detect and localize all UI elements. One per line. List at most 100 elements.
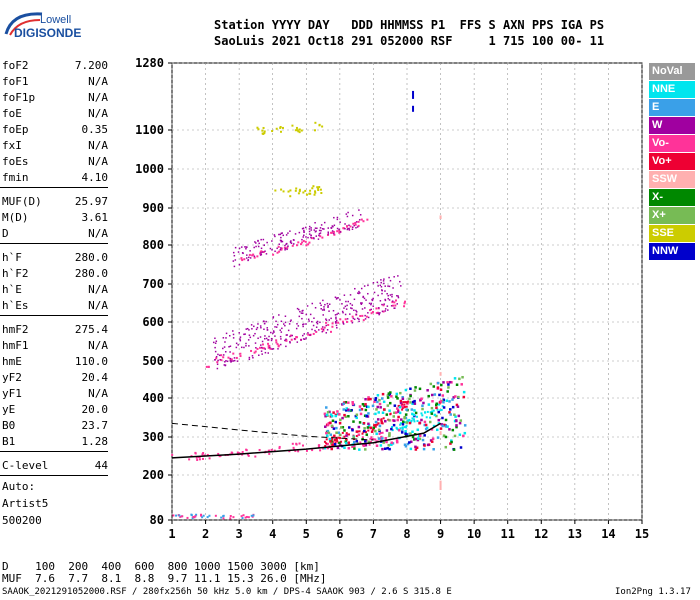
echo-point	[304, 189, 307, 192]
echo-point	[216, 367, 219, 370]
y-tick-label: 300	[142, 430, 164, 444]
echo-point	[361, 402, 365, 406]
echo-point	[341, 303, 343, 305]
echo-point	[299, 243, 302, 246]
echo-point	[297, 192, 300, 195]
echo-point	[444, 445, 448, 449]
echo-point	[298, 131, 301, 134]
echo-point	[265, 320, 267, 323]
y-tick-label: 80	[150, 513, 164, 527]
param-value: 3.61	[81, 211, 109, 224]
legend-item-w: W	[649, 117, 695, 134]
echo-point	[428, 420, 432, 424]
echo-point	[194, 515, 197, 518]
echo-point	[458, 433, 462, 436]
echo-point	[393, 276, 395, 278]
param-value: N/A	[88, 387, 108, 400]
x-tick-label: 10	[467, 527, 481, 541]
param-value: 1.28	[81, 435, 109, 448]
echo-point	[397, 295, 399, 297]
param-value: N/A	[88, 155, 108, 168]
echo-point	[412, 90, 415, 99]
echo-point	[308, 320, 310, 322]
echo-point	[439, 400, 443, 403]
echo-point	[313, 193, 316, 196]
echo-point	[237, 452, 240, 455]
echo-point	[391, 429, 394, 432]
param-name: foF1	[2, 75, 29, 88]
echo-point	[338, 231, 341, 234]
echo-point	[339, 418, 342, 422]
echo-point	[414, 448, 418, 451]
param-value: 23.7	[81, 419, 109, 432]
echo-point	[241, 246, 243, 248]
echo-point	[322, 299, 324, 302]
echo-point	[440, 408, 443, 411]
echo-point	[394, 411, 398, 414]
echo-point	[435, 406, 438, 410]
echo-point	[302, 227, 305, 229]
echo-point	[344, 441, 348, 445]
echo-point	[397, 404, 400, 407]
echo-point	[294, 189, 297, 192]
echo-point	[298, 190, 301, 193]
echo-point	[448, 408, 452, 411]
echo-point	[241, 252, 244, 254]
echo-point	[244, 516, 247, 519]
echo-point	[444, 418, 448, 422]
echo-point	[381, 411, 385, 414]
echo-point	[347, 447, 351, 450]
echo-point	[232, 330, 234, 332]
echo-point	[387, 309, 389, 311]
echo-point	[341, 416, 344, 420]
echo-point	[403, 443, 407, 447]
echo-point	[376, 418, 380, 421]
echo-point	[451, 405, 455, 409]
echo-point	[388, 276, 390, 279]
echo-point	[380, 281, 382, 284]
echo-point	[222, 354, 225, 356]
legend-item-nnw: NNW	[649, 243, 695, 260]
echo-point	[329, 433, 333, 436]
echo-point	[459, 446, 463, 449]
echo-point	[335, 318, 337, 320]
echo-point	[264, 250, 266, 252]
y-tick-label: 900	[142, 201, 164, 215]
echo-point	[262, 320, 265, 322]
echo-point	[364, 314, 366, 317]
echo-point	[365, 405, 369, 408]
echo-point	[381, 437, 384, 440]
param-value: N/A	[88, 339, 108, 352]
echo-point	[382, 408, 386, 411]
echo-point	[313, 229, 316, 231]
param-name: D	[2, 227, 9, 240]
echo-point	[410, 440, 413, 444]
echo-point	[346, 320, 349, 323]
echo-point	[270, 448, 273, 451]
param-row-b0: B0 23.7	[2, 419, 108, 432]
echo-point	[278, 314, 280, 316]
echo-point	[276, 251, 279, 254]
echo-point	[232, 516, 235, 519]
echo-point	[293, 243, 295, 245]
param-row-hme: hmE 110.0	[2, 355, 108, 368]
echo-point	[331, 437, 334, 440]
echo-point	[349, 225, 352, 228]
echo-point	[333, 216, 335, 219]
echo-point	[341, 320, 344, 323]
echo-point	[362, 295, 365, 298]
echo-point	[389, 443, 393, 446]
echo-point	[280, 248, 283, 251]
echo-point	[423, 444, 426, 447]
echo-point	[365, 415, 368, 418]
echo-point	[276, 323, 279, 326]
echo-point	[362, 319, 365, 322]
echo-point	[360, 302, 362, 304]
legend-item-x-: X+	[649, 207, 695, 224]
echo-point	[330, 317, 332, 320]
echo-point	[343, 294, 346, 296]
param-name: foE	[2, 107, 22, 120]
echo-point	[325, 431, 328, 435]
echo-point	[301, 227, 304, 230]
echo-point	[403, 405, 406, 408]
